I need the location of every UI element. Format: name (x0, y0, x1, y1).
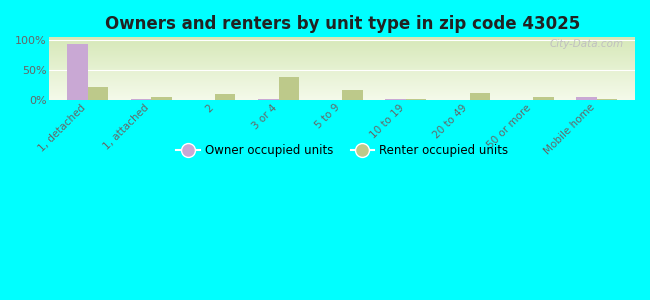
Bar (406, 99, 426, 100)
Title: Owners and renters by unit type in zip code 43025: Owners and renters by unit type in zip c… (105, 15, 580, 33)
Bar (577, 97, 597, 100)
Bar (597, 99, 618, 100)
Bar (151, 97, 172, 100)
Text: City-Data.com: City-Data.com (549, 39, 623, 49)
Bar (279, 77, 299, 100)
Bar (533, 97, 554, 100)
Bar (67, 44, 88, 100)
Bar (342, 90, 363, 100)
Bar (88, 87, 108, 100)
Bar (385, 99, 406, 100)
Bar (215, 94, 235, 100)
Bar (131, 99, 151, 100)
Legend: Owner occupied units, Renter occupied units: Owner occupied units, Renter occupied un… (172, 140, 513, 162)
Bar (469, 93, 490, 100)
Bar (258, 99, 279, 100)
